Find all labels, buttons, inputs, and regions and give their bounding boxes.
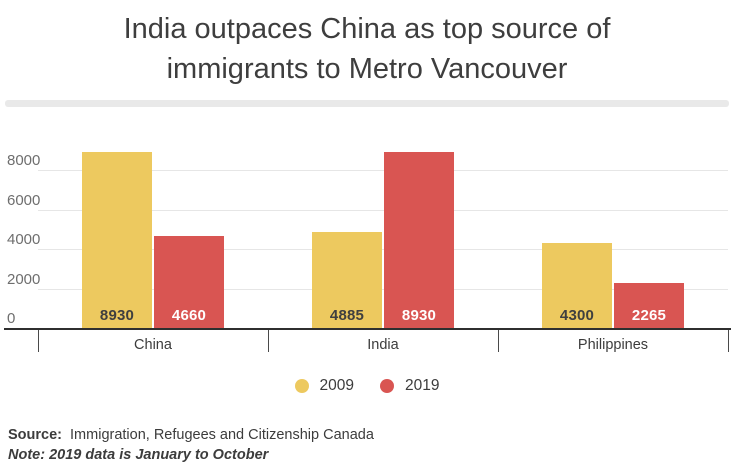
gridline	[38, 209, 728, 211]
chart-legend: 2009 2019	[0, 376, 734, 396]
legend-label-2019: 2019	[405, 377, 440, 394]
bar-2009-philippines[interactable]	[542, 243, 612, 328]
y-axis-tick-label: 4000	[7, 231, 41, 249]
note-line: Note: 2019 data is January to October	[8, 447, 269, 463]
legend-label-2009: 2009	[319, 377, 354, 394]
bar-value-label-2019-philippines: 2265	[631, 307, 667, 324]
bar-2019-china[interactable]	[154, 236, 224, 328]
title-divider	[5, 100, 729, 107]
x-axis-tick	[728, 330, 729, 352]
legend-item-2019[interactable]: 2019	[380, 377, 439, 395]
chart-title-line1: India outpaces China as top source of	[123, 13, 611, 45]
gridline	[38, 170, 728, 172]
x-axis-line	[4, 328, 731, 330]
bar-value-label-2009-philippines: 4300	[559, 307, 595, 324]
chart-title-line2: immigrants to Metro Vancouver	[166, 53, 568, 85]
gridline	[38, 249, 728, 251]
chart-title: India outpaces China as top source of imm…	[0, 9, 734, 89]
legend-item-2009[interactable]: 2009	[294, 377, 354, 395]
bar-2009-china[interactable]	[82, 152, 152, 328]
x-axis-tick	[498, 330, 499, 352]
x-axis-tick	[268, 330, 269, 352]
source-label: Source:	[8, 427, 62, 443]
source-text: Immigration, Refugees and Citizenship Ca…	[70, 427, 374, 443]
y-axis-tick-label: 6000	[7, 191, 41, 209]
bar-value-label-2009-india: 4885	[329, 307, 365, 324]
bar-2019-philippines[interactable]	[614, 283, 684, 328]
source-line: Source: Immigration, Refugees and Citize…	[8, 427, 374, 443]
bar-value-label-2019-india: 8930	[401, 307, 437, 324]
y-axis-tick-label: 0	[7, 310, 16, 327]
x-axis-category-label: Philippines	[577, 337, 649, 353]
legend-swatch-2009-icon	[294, 379, 309, 393]
bar-2009-india[interactable]	[312, 232, 382, 328]
y-axis-tick-label: 2000	[7, 270, 41, 288]
x-axis-category-label: China	[134, 337, 172, 353]
gridline	[38, 288, 728, 290]
x-axis-category-label: India	[367, 337, 399, 353]
y-axis-tick-label: 8000	[7, 152, 41, 170]
legend-swatch-2019-icon	[380, 379, 394, 393]
x-axis-tick	[38, 330, 39, 352]
bar-value-label-2009-china: 8930	[99, 307, 135, 324]
bar-2019-india[interactable]	[384, 152, 454, 328]
bar-value-label-2019-china: 4660	[171, 307, 207, 324]
